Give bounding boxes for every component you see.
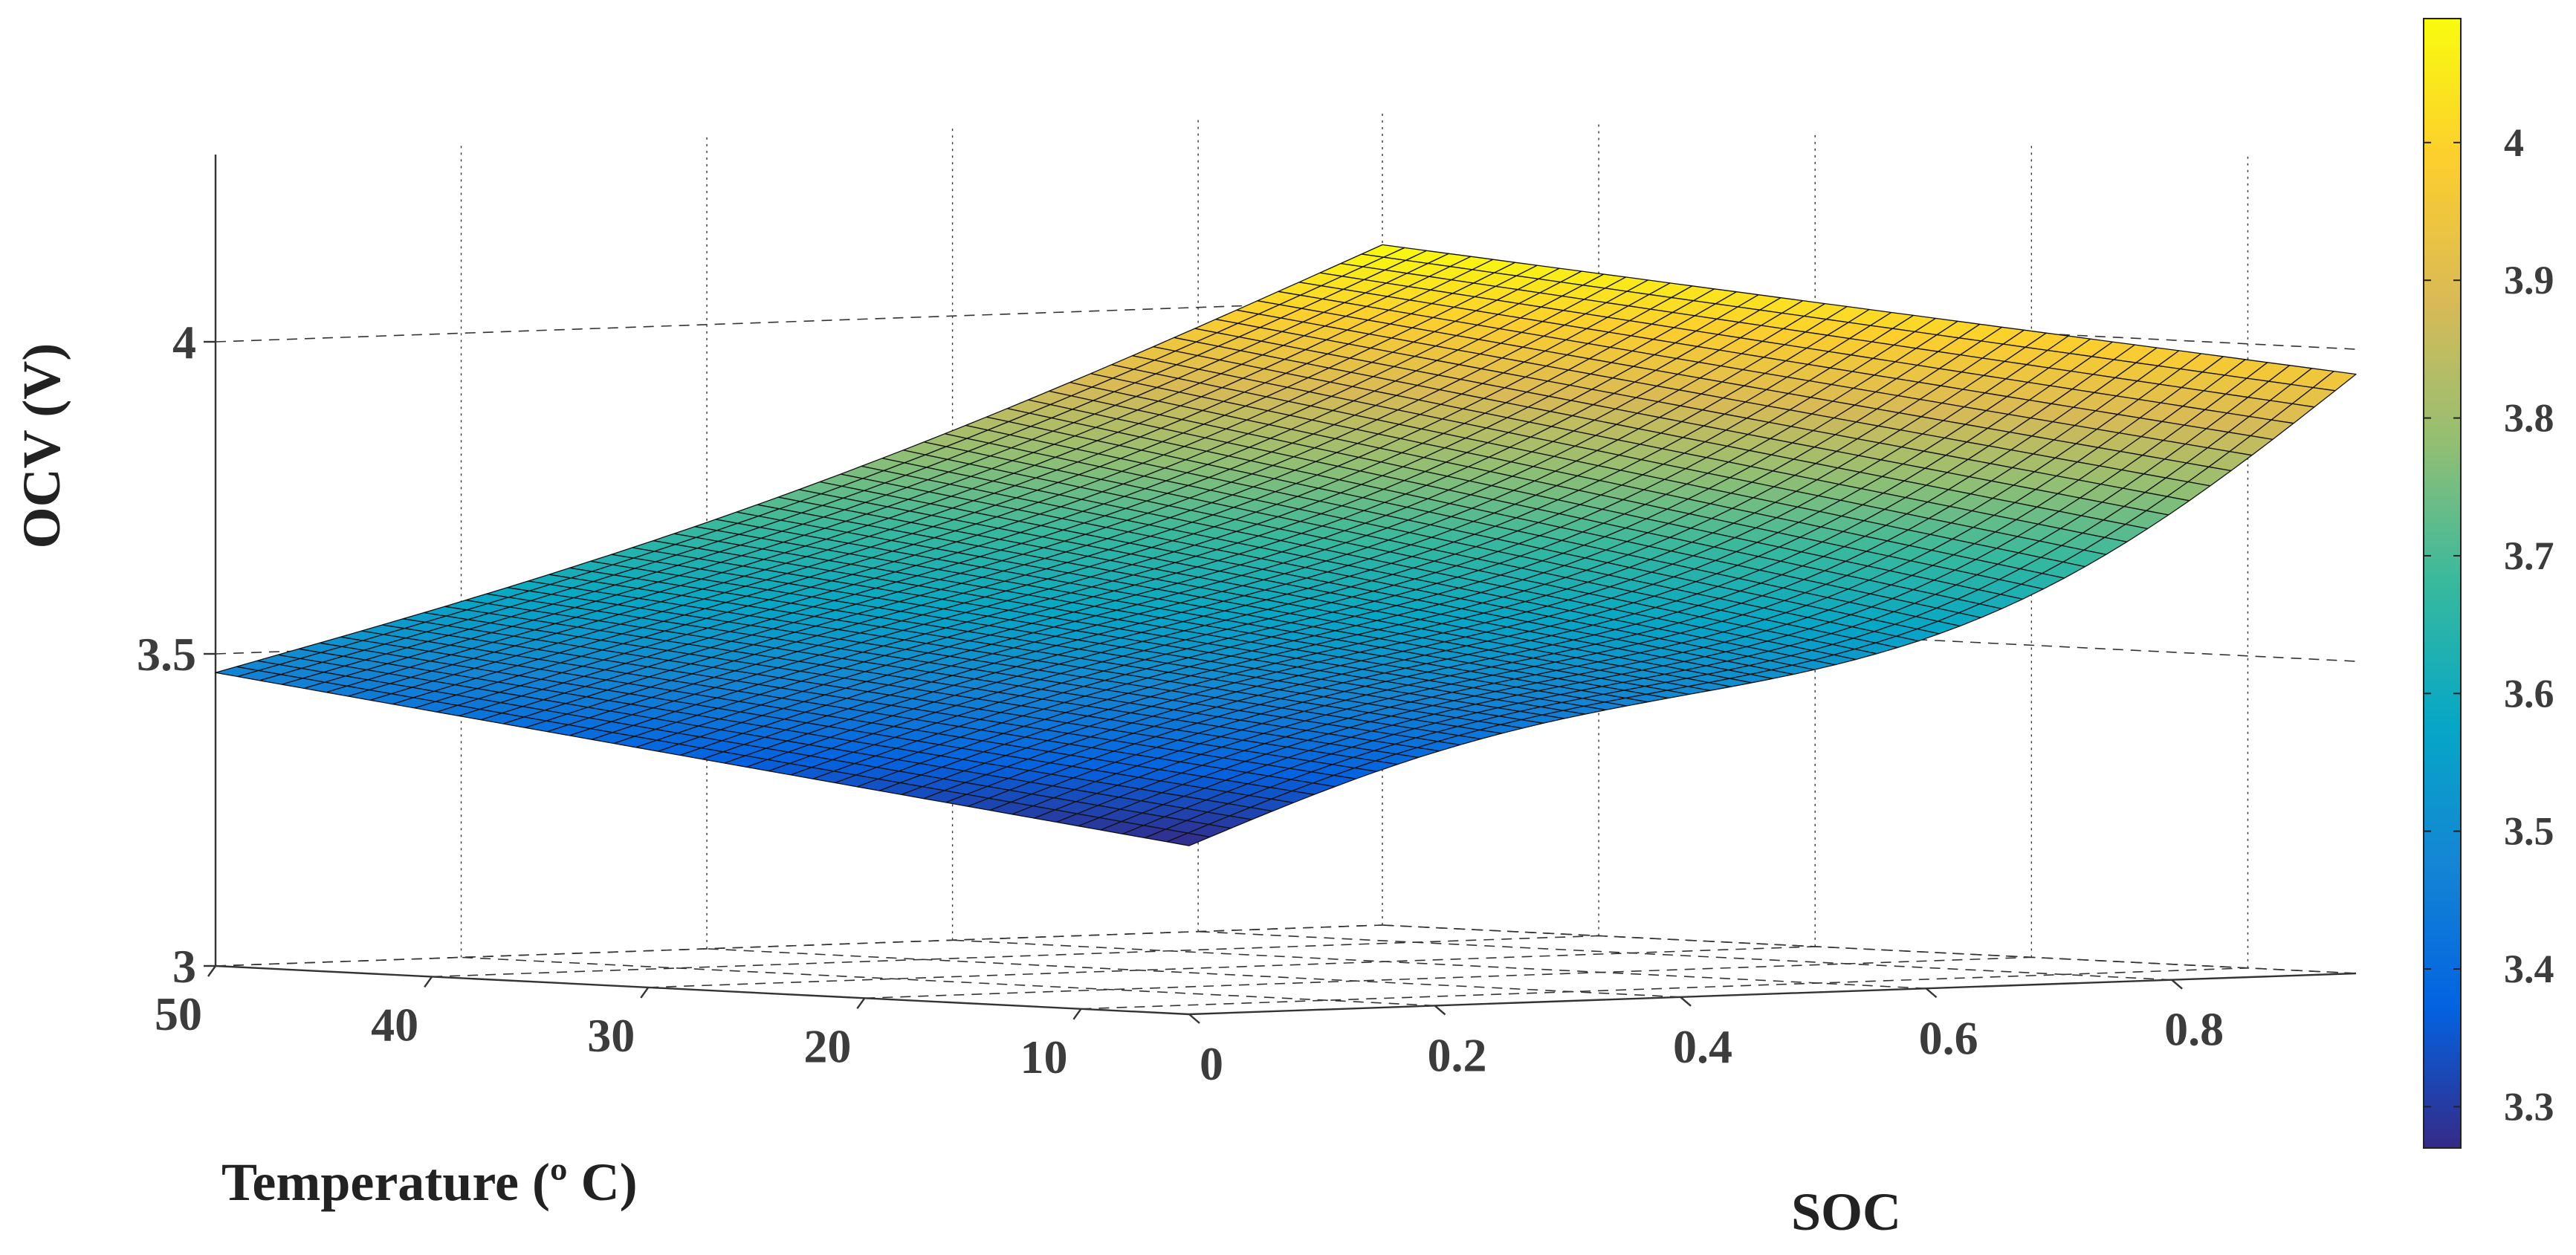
- y-tick-label: 50: [155, 988, 202, 1040]
- surface-patch: [1166, 832, 1211, 846]
- x-axis-line: [1188, 972, 2357, 1016]
- floor-grid-line: [432, 935, 1599, 978]
- colorbar-tick-label: 3.7: [2504, 534, 2554, 578]
- ocv-surface: [215, 244, 2357, 846]
- z-axis-ticks: 33.54: [137, 316, 216, 993]
- y-axis-label: Temperature (º C): [221, 1152, 638, 1212]
- wall-grid-line: [1382, 924, 2357, 974]
- x-tick-label: 0.2: [1428, 1028, 1487, 1081]
- y-tick-label: 40: [371, 998, 418, 1051]
- z-tick-label: 4: [172, 316, 196, 369]
- y-tick-mark: [640, 987, 650, 999]
- x-tick-label: 0: [1200, 1037, 1223, 1090]
- x-tick-mark: [1188, 1014, 1200, 1024]
- z-tick-label: 3: [172, 940, 196, 993]
- floor-grid-line: [707, 948, 1681, 998]
- floor-grid-line: [215, 924, 1383, 967]
- colorbar-ticks: 3.3 3.4 3.5 3.6 3.7 3.8 3.9 4: [2424, 120, 2554, 1129]
- colorbar-tick-label: 3.3: [2504, 1084, 2554, 1129]
- x-tick-mark: [2171, 979, 2183, 990]
- y-tick-label: 20: [803, 1019, 851, 1072]
- y-tick-mark: [1072, 1008, 1082, 1020]
- floor-grid-line: [461, 956, 1435, 1007]
- y-tick-mark: [207, 965, 216, 977]
- floor-grid-line: [1198, 930, 2172, 981]
- x-tick-mark: [1925, 988, 1938, 999]
- y-tick-mark: [424, 976, 433, 988]
- floor-grid-line: [864, 956, 2032, 999]
- colorbar: 3.3 3.4 3.5 3.6 3.7 3.8 3.9 4: [2423, 18, 2554, 1149]
- colorbar-tick-label: 3.9: [2504, 258, 2554, 302]
- y-tick-label: 10: [1020, 1031, 1067, 1083]
- floor-grid-line: [952, 939, 1926, 990]
- z-tick-label: 3.5: [137, 628, 196, 681]
- y-tick-label: 30: [587, 1009, 635, 1062]
- y-axis-ticks: 10 20 30 40 50: [155, 965, 1082, 1083]
- x-tick-label: 0.6: [1919, 1011, 1978, 1064]
- x-tick-label: 0.4: [1673, 1020, 1732, 1073]
- x-axis-label: SOC: [1791, 1182, 1901, 1242]
- colorbar-bar: [2423, 18, 2462, 1149]
- z-axis-label: OCV (V): [12, 343, 71, 549]
- x-tick-label: 0.8: [2164, 1003, 2224, 1056]
- x-axis-ticks: 0 0.2 0.4 0.6 0.8: [1188, 979, 2224, 1090]
- floor-grid-line: [1081, 967, 2248, 1010]
- wall-grid-line: [215, 300, 1383, 343]
- y-tick-mark: [856, 997, 866, 1010]
- y-axis-line: [215, 964, 1190, 1016]
- x-tick-mark: [1434, 1005, 1446, 1016]
- colorbar-tick-label: 3.4: [2504, 947, 2554, 991]
- floor-grid-line: [648, 946, 1816, 988]
- wall-grid-line: [215, 924, 1383, 967]
- colorbar-tick-label: 3.8: [2504, 396, 2554, 441]
- colorbar-tick-label: 3.6: [2504, 671, 2554, 716]
- colorbar-tick-label: 3.5: [2504, 809, 2554, 854]
- x-tick-mark: [1680, 996, 1692, 1007]
- colorbar-tick-label: 4: [2504, 120, 2524, 165]
